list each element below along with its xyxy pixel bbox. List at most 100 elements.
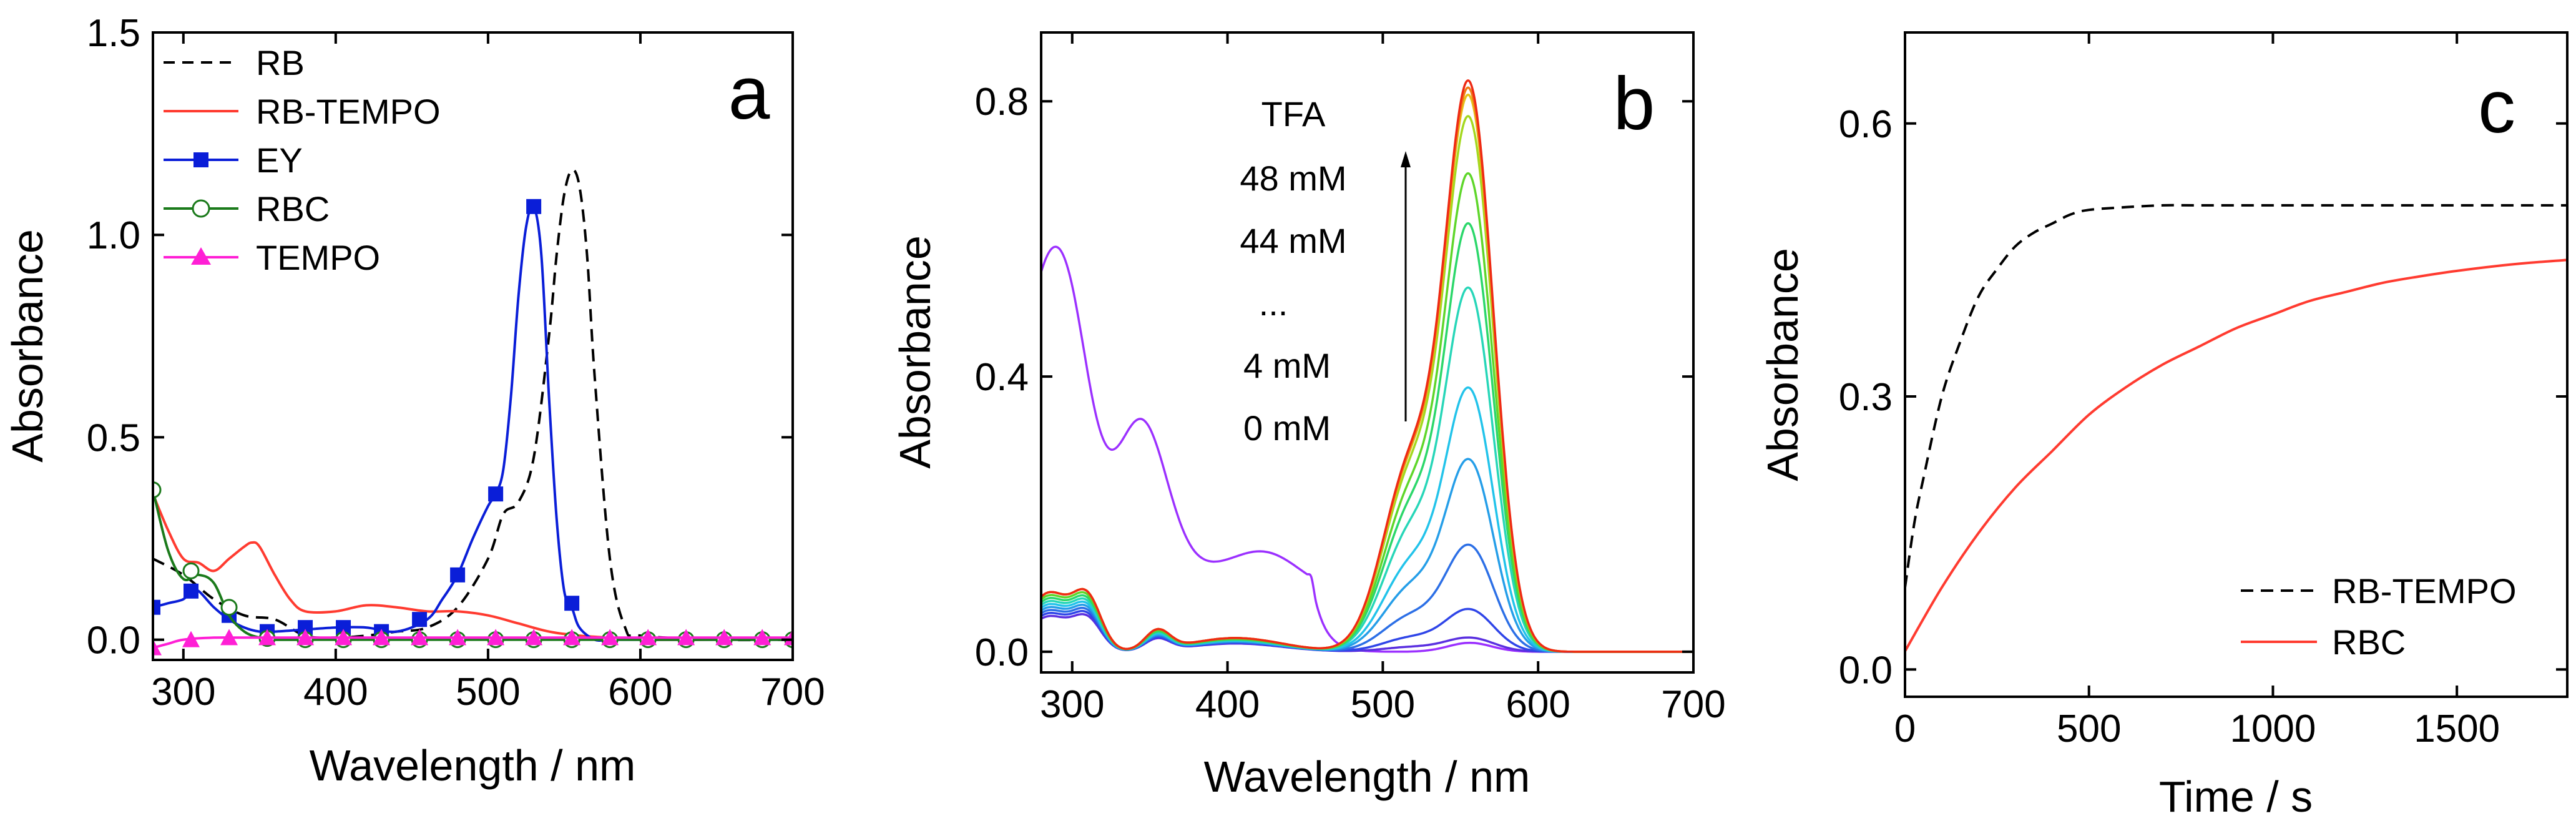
legend-label-rbc: RBC: [256, 189, 330, 229]
c-xtick-label: 1000: [2230, 707, 2316, 750]
marker-tempo: [449, 629, 467, 646]
legend-label-tempo: TEMPO: [256, 238, 380, 277]
marker-tempo: [563, 629, 581, 646]
marker-tempo: [182, 631, 200, 647]
panel-b-label: b: [1614, 62, 1655, 145]
series-line-36-mm: [1041, 115, 1693, 653]
b-xtick-label: 500: [1351, 683, 1415, 726]
marker-ey: [564, 596, 580, 611]
annotation-line-ellipsis: ...: [1259, 283, 1288, 323]
a-ytick-label: 0.5: [87, 416, 140, 460]
b-xtick-label: 600: [1506, 683, 1570, 726]
legend-item-tempo: TEMPO: [164, 238, 380, 277]
panel-b-annotation: TFA 48 mM 44 mM ... 4 mM 0 mM: [1240, 94, 1411, 448]
panel-c-legend: RB-TEMPO RBC: [2241, 571, 2517, 662]
panel-c-ylabel: Absorbance: [1758, 248, 1807, 481]
panel-b-ylabel: Absorbance: [891, 235, 939, 469]
b-ytick-label: 0.0: [975, 631, 1029, 674]
series-line-16-mm: [1041, 458, 1693, 653]
a-xtick-label: 400: [303, 671, 368, 714]
b-ytick-label: 0.8: [975, 81, 1029, 124]
legend-marker-rbc: [192, 199, 210, 218]
panel-b-axes: 300 400 500 600 700 0.0 0.4 0.8: [975, 32, 1726, 726]
legend-label-rb-tempo: RB-TEMPO: [256, 92, 441, 131]
b-xtick-label: 700: [1661, 683, 1725, 726]
panel-a-frame: [152, 31, 794, 661]
marker-tempo: [373, 629, 391, 646]
series-line-48-mm: [1041, 79, 1693, 653]
marker-ey: [412, 612, 428, 627]
marker-rbc: [153, 481, 162, 499]
c-xtick-label: 500: [2057, 707, 2121, 750]
marker-tempo: [487, 629, 505, 646]
series-line-32-mm: [1041, 172, 1693, 653]
a-xtick-label: 300: [151, 671, 215, 714]
b-xtick-label: 400: [1195, 683, 1260, 726]
panel-b-xlabel: Wavelength / nm: [1204, 752, 1530, 801]
legend-item-rb: RB: [164, 43, 305, 82]
annotation-title: TFA: [1261, 94, 1326, 134]
marker-ey: [488, 486, 504, 502]
panel-c-label: c: [2478, 65, 2515, 149]
panel-a: 300 400 500 600 700 0.0 0.5 1.0 1.5 Wavelength /…: [3, 12, 825, 790]
legend-label-c-rb-tempo: RB-TEMPO: [2332, 571, 2517, 611]
panel-b-plot-area: [1041, 79, 1693, 653]
series-line-0-mm: [1041, 245, 1693, 653]
b-ytick-label: 0.4: [975, 356, 1029, 399]
series-line-rb: [153, 169, 793, 642]
a-xtick-label: 600: [608, 671, 672, 714]
series-line-28-mm: [1041, 222, 1693, 653]
legend-label-ey: EY: [256, 140, 303, 180]
marker-tempo: [296, 629, 315, 646]
marker-tempo: [153, 639, 162, 656]
c-xtick-label: 0: [1894, 707, 1916, 750]
legend-item-c-rb-tempo: RB-TEMPO: [2241, 571, 2517, 611]
marker-tempo: [258, 629, 277, 646]
legend-item-rb-tempo: RB-TEMPO: [164, 92, 441, 131]
panel-a-plot-area: [153, 169, 793, 656]
marker-rbc: [182, 562, 200, 579]
panel-c-axes: 0 500 1000 1500 0.0 0.3 0.6: [1839, 32, 2567, 750]
annotation-line-0mm: 0 mM: [1243, 408, 1331, 448]
marker-ey: [153, 599, 160, 615]
legend-item-ey: EY: [164, 140, 303, 180]
marker-tempo: [335, 629, 353, 646]
marker-tempo: [753, 629, 771, 646]
series-line-40-mm: [1041, 94, 1693, 653]
marker-tempo: [715, 629, 733, 646]
marker-ey: [450, 567, 466, 583]
annotation-line-4mm: 4 mM: [1243, 346, 1331, 385]
series-line-rb-tempo: [1905, 204, 2567, 588]
panel-c-plot-area: [1905, 204, 2567, 652]
a-xtick-label: 700: [760, 671, 825, 714]
panel-c: 0 500 1000 1500 0.0 0.3 0.6 Time / s Absorbanc…: [1758, 31, 2569, 821]
a-ytick-label: 1.0: [87, 214, 140, 257]
annotation-line-44mm: 44 mM: [1240, 221, 1346, 260]
panel-a-axes: 300 400 500 600 700 0.0 0.5 1.0 1.5: [87, 12, 825, 714]
marker-tempo: [411, 629, 429, 646]
series-line-rbc: [153, 489, 793, 641]
marker-ey: [526, 199, 542, 214]
series-line-rbc: [1905, 258, 2567, 652]
c-ytick-label: 0.0: [1839, 649, 1893, 692]
series-line-rb-tempo: [153, 493, 793, 641]
legend-marker-tempo: [191, 247, 211, 265]
legend-marker-ey: [193, 152, 208, 167]
panel-b: 300 400 500 600 700 0.0 0.4 0.8 Wavelength / nm…: [891, 31, 1726, 801]
b-xtick-label: 300: [1040, 683, 1104, 726]
panel-a-ylabel: Absorbance: [3, 229, 52, 463]
legend-label-c-rbc: RBC: [2332, 622, 2406, 662]
panel-a-label: a: [728, 51, 770, 135]
marker-ey: [184, 583, 199, 599]
a-ytick-label: 0.0: [87, 619, 140, 662]
annotation-line-48mm: 48 mM: [1240, 159, 1346, 198]
marker-rbc: [220, 599, 238, 616]
series-line-ey: [153, 204, 793, 642]
c-ytick-label: 0.3: [1839, 376, 1893, 419]
panel-b-frame: [1040, 31, 1695, 674]
series-line-44-mm: [1041, 86, 1693, 653]
a-xtick-label: 500: [456, 671, 520, 714]
tfa-arrow-head: [1401, 151, 1411, 167]
legend-label-rb: RB: [256, 43, 305, 82]
marker-tempo: [601, 629, 619, 646]
